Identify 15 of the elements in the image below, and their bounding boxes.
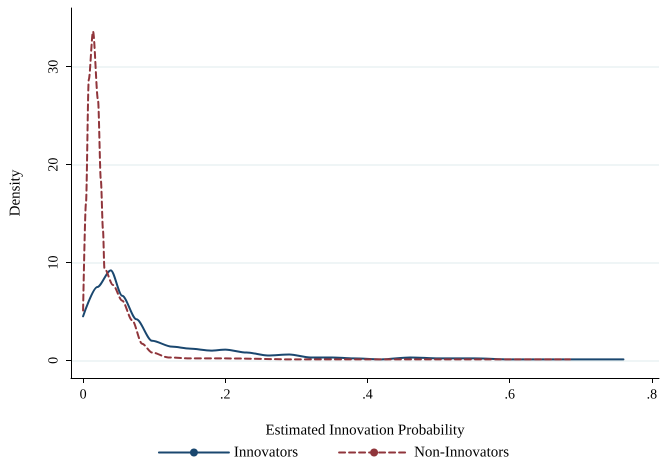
x-tick-label: .8 — [646, 388, 658, 402]
y-tick-label: 10 — [46, 255, 62, 270]
x-axis-title: Estimated Innovation Probability — [265, 422, 466, 438]
legend-label: Non-Innovators — [414, 444, 510, 460]
x-tick-label: .4 — [362, 388, 373, 402]
y-tick-label: 0 — [46, 356, 62, 364]
y-axis-title: Density — [8, 169, 24, 216]
line-series — [82, 30, 572, 360]
x-tick-label: .6 — [504, 388, 515, 402]
line-series — [82, 269, 624, 360]
y-tick-label: 20 — [46, 158, 62, 172]
x-tick-label: .2 — [220, 388, 231, 402]
y-tick-label: 30 — [46, 60, 62, 74]
x-tick-label: 0 — [80, 388, 87, 402]
legend-label: Innovators — [234, 444, 298, 460]
